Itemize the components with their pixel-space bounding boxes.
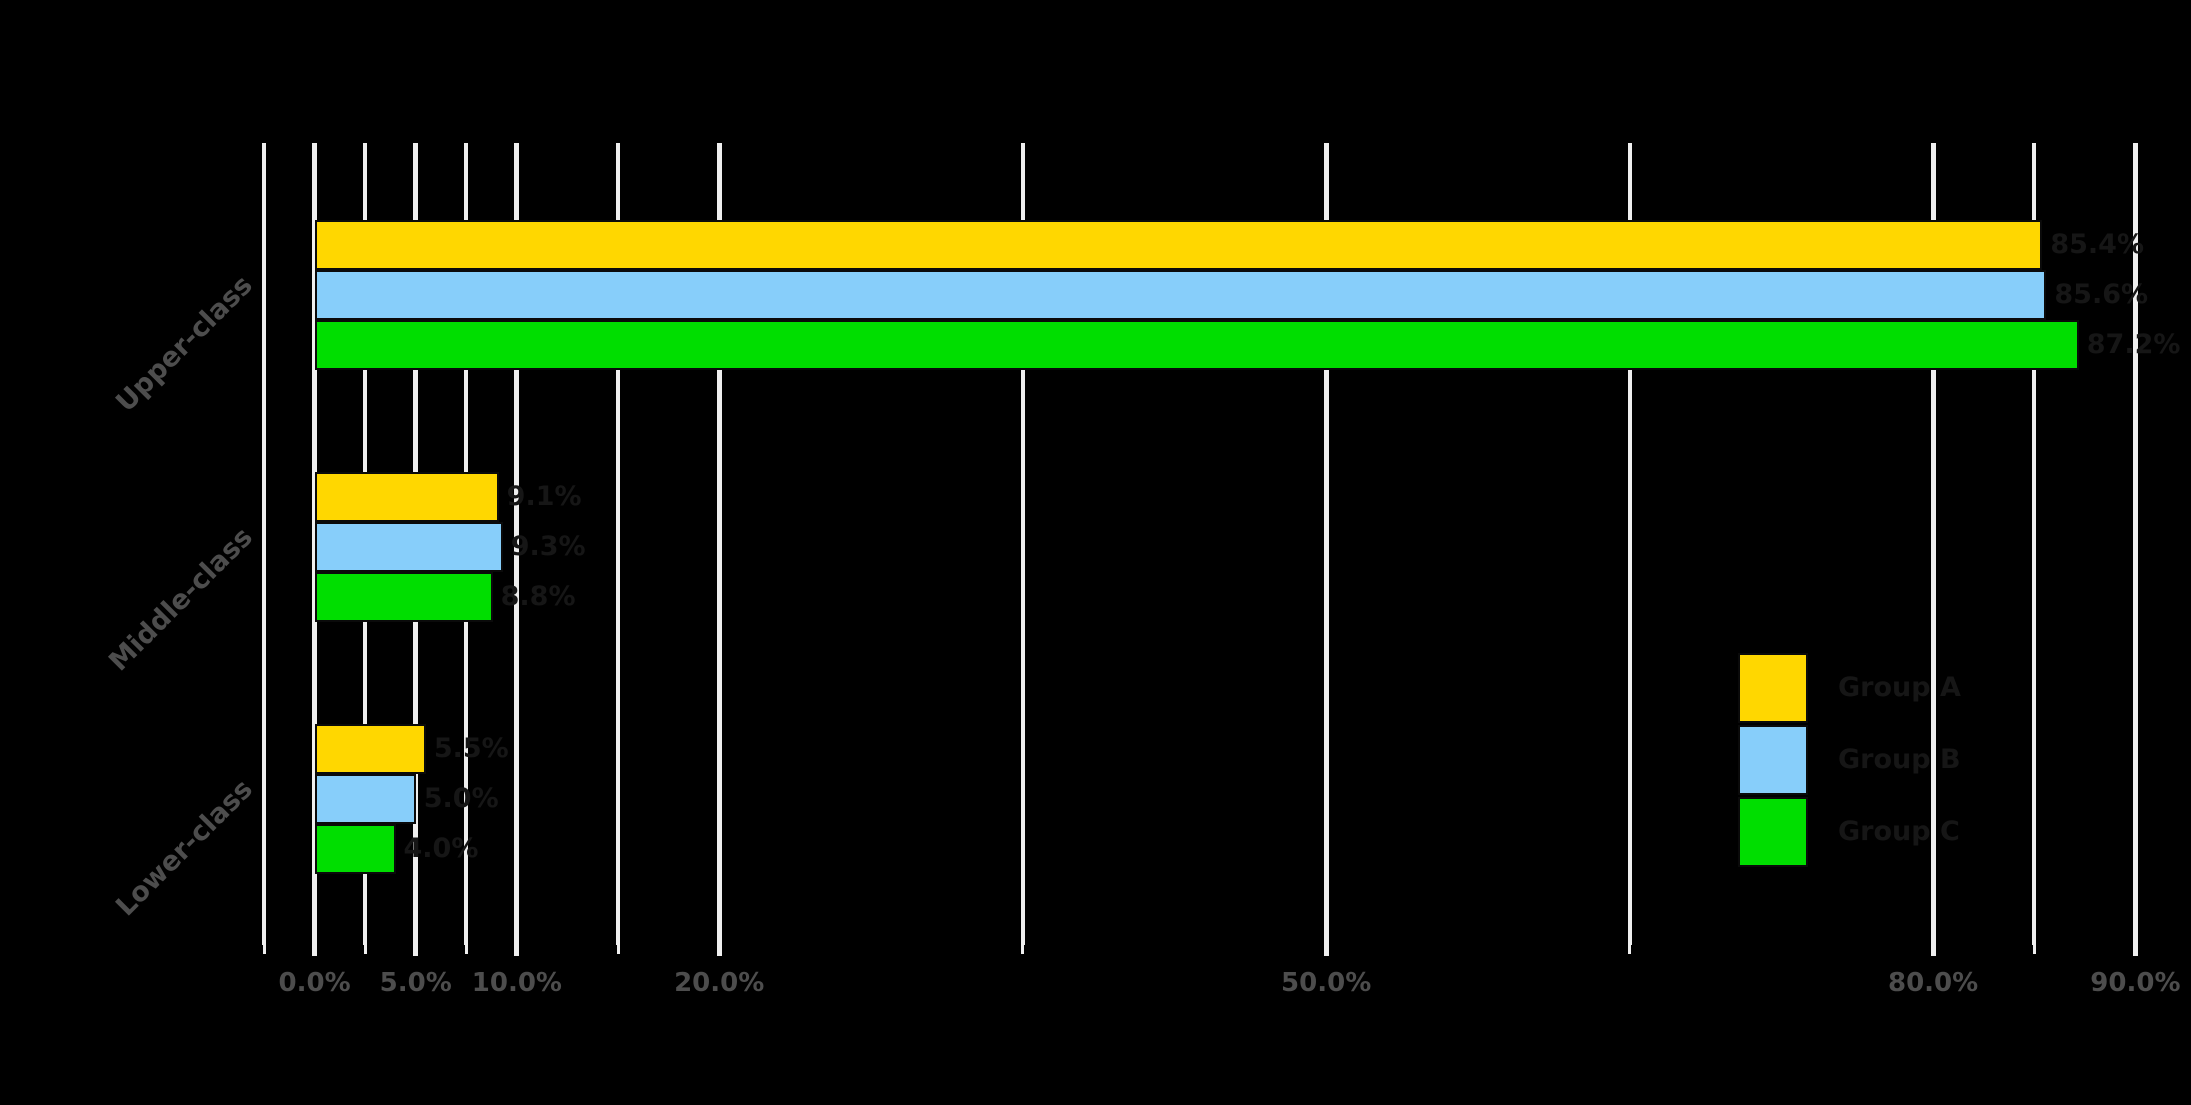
gridline-major xyxy=(2132,143,2138,945)
category-label: Lower-class xyxy=(110,773,259,923)
x-minor-tick xyxy=(464,945,468,954)
gridline-major xyxy=(1930,143,1936,945)
value-label: 4.0% xyxy=(403,833,479,864)
value-label: 5.0% xyxy=(423,783,499,814)
x-tick-label: 90.0% xyxy=(2090,968,2181,998)
x-minor-tick xyxy=(363,945,367,954)
bar xyxy=(314,824,396,874)
x-minor-tick xyxy=(1021,945,1025,954)
gridline-major xyxy=(1323,143,1329,945)
x-minor-tick xyxy=(616,945,620,954)
legend-swatch xyxy=(1738,725,1808,795)
x-minor-tick xyxy=(2032,945,2036,954)
bar xyxy=(314,320,2079,370)
bar xyxy=(314,724,426,774)
category-label: Middle-class xyxy=(102,521,259,678)
gridline-minor xyxy=(262,143,266,945)
x-major-tick xyxy=(716,945,722,956)
x-minor-tick xyxy=(1628,945,1632,954)
value-label: 87.2% xyxy=(2086,329,2181,360)
x-major-tick xyxy=(2132,945,2138,956)
gridline-major xyxy=(514,143,520,945)
x-major-tick xyxy=(1323,945,1329,956)
x-tick-label: 0.0% xyxy=(278,968,351,998)
gridline-minor xyxy=(1627,143,1632,945)
bar xyxy=(314,522,503,572)
x-tick-label: 80.0% xyxy=(1887,968,1979,998)
value-label: 9.3% xyxy=(510,531,586,562)
bar xyxy=(314,774,416,824)
x-tick-label: 5.0% xyxy=(379,968,452,998)
value-label: 8.8% xyxy=(500,581,576,612)
gridline-minor xyxy=(616,143,621,945)
gridline-minor xyxy=(2032,143,2037,945)
x-major-tick xyxy=(413,945,419,956)
value-label: 85.4% xyxy=(2050,229,2145,260)
legend-label: Group B xyxy=(1838,744,1961,775)
x-major-tick xyxy=(312,945,318,956)
legend-label: Group A xyxy=(1838,672,1961,703)
value-label: 85.6% xyxy=(2054,279,2149,310)
bar xyxy=(314,220,2043,270)
value-label: 5.5% xyxy=(433,733,509,764)
gridline-minor xyxy=(1020,143,1025,945)
x-tick-label: 50.0% xyxy=(1281,968,1372,998)
category-label: Upper-class xyxy=(110,269,259,419)
bar xyxy=(314,472,499,522)
value-label: 9.1% xyxy=(506,481,582,512)
legend-swatch xyxy=(1738,797,1808,867)
legend-label: Group C xyxy=(1838,816,1960,847)
legend-swatch xyxy=(1738,653,1808,723)
x-major-tick xyxy=(1930,945,1936,956)
x-tick-label: 20.0% xyxy=(674,968,765,998)
x-minor-tick xyxy=(262,945,266,954)
x-tick-label: 10.0% xyxy=(471,968,562,998)
x-major-tick xyxy=(514,945,520,956)
gridline-major xyxy=(716,143,722,945)
bar xyxy=(314,270,2047,320)
bar xyxy=(314,572,493,622)
